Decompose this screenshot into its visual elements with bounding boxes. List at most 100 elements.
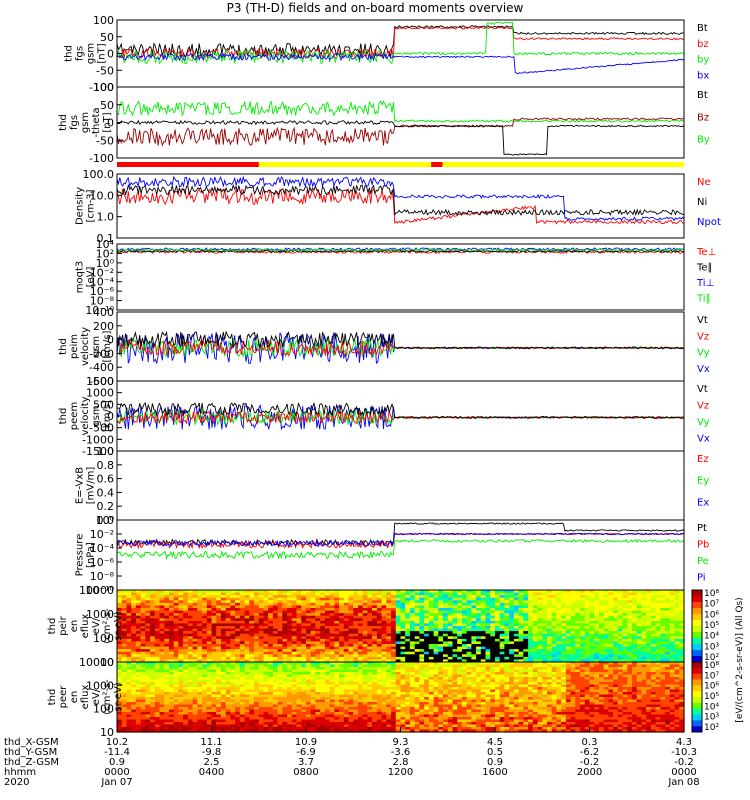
spectrogram-cell bbox=[131, 649, 137, 653]
spectrogram-cell bbox=[391, 620, 397, 625]
spectrogram-cell bbox=[674, 646, 680, 650]
spectrogram-cell bbox=[409, 654, 416, 658]
spectrogram-cell bbox=[187, 654, 194, 658]
spectrogram-cell bbox=[343, 646, 350, 650]
spectrogram-cell bbox=[353, 677, 359, 681]
spectrogram-cell bbox=[169, 687, 175, 691]
spectrogram-cell bbox=[206, 600, 213, 604]
spectrogram-cell bbox=[608, 602, 614, 607]
spectrogram-cell bbox=[268, 722, 274, 726]
spectrogram-cell bbox=[140, 672, 146, 676]
spectrogram-cell bbox=[353, 697, 359, 701]
spectrogram-cell bbox=[117, 605, 123, 609]
spectrogram-cell bbox=[362, 602, 368, 607]
spectrogram-cell bbox=[216, 638, 222, 643]
spectrogram-cell bbox=[206, 702, 213, 706]
spectrogram-cell bbox=[419, 613, 425, 617]
spectrogram-cell bbox=[230, 651, 236, 655]
spectrogram-cell bbox=[339, 597, 345, 601]
spectrogram-cell bbox=[183, 610, 189, 614]
spectrogram-cell bbox=[230, 669, 236, 673]
spectrogram-cell bbox=[131, 651, 137, 655]
spectrogram-cell bbox=[206, 722, 213, 726]
spectrogram-cell bbox=[173, 682, 179, 686]
spectrogram-cell bbox=[409, 613, 416, 617]
spectrogram-cell bbox=[239, 656, 246, 661]
spectrogram-cell bbox=[471, 633, 477, 637]
spectrogram-cell bbox=[268, 664, 274, 668]
spectrogram-cell bbox=[660, 597, 666, 601]
spectrogram-cell bbox=[249, 722, 255, 726]
spectrogram-cell bbox=[320, 684, 326, 688]
spectrogram-cell bbox=[348, 626, 354, 630]
spectrogram-cell bbox=[164, 623, 170, 627]
spectrogram-cell bbox=[320, 704, 326, 708]
spectrogram-cell bbox=[206, 646, 213, 650]
spectrogram-cell bbox=[254, 651, 260, 655]
spectrogram-cell bbox=[244, 641, 250, 645]
spectrogram-cell bbox=[471, 631, 477, 635]
spectrogram-cell bbox=[315, 590, 321, 594]
spectrogram-cell bbox=[178, 646, 184, 650]
spectrogram-cell bbox=[632, 597, 638, 601]
spectrogram-cell bbox=[272, 626, 279, 630]
spectrogram-cell bbox=[306, 610, 312, 614]
spectrogram-cell bbox=[135, 631, 142, 635]
spectrogram-cell bbox=[457, 654, 463, 658]
spectrogram-cell bbox=[291, 712, 298, 716]
spectrogram-cell bbox=[466, 610, 472, 614]
spectrogram-cell bbox=[159, 608, 165, 612]
spectrogram-cell bbox=[272, 641, 279, 645]
spectrogram-cell bbox=[405, 654, 411, 658]
y-tick-label: 100 bbox=[93, 632, 114, 645]
spectrogram-cell bbox=[145, 608, 151, 612]
spectrogram-cell bbox=[272, 709, 279, 713]
spectrogram-cell bbox=[669, 626, 676, 630]
spectrogram-cell bbox=[268, 656, 274, 661]
spectrogram-cell bbox=[509, 615, 515, 619]
spectrogram-cell bbox=[513, 605, 520, 609]
spectrogram-cell bbox=[183, 595, 189, 599]
spectrogram-cell bbox=[348, 620, 354, 625]
spectrogram-cell bbox=[145, 592, 151, 596]
spectrogram-cell bbox=[126, 687, 132, 691]
spectrogram-cell bbox=[447, 623, 454, 627]
spectrogram-cell bbox=[315, 610, 321, 614]
spectrogram-cell bbox=[480, 623, 487, 627]
spectrogram-cell bbox=[329, 597, 335, 601]
spectrogram-cell bbox=[348, 719, 354, 723]
spectrogram-cell bbox=[636, 646, 643, 650]
spectrogram-cell bbox=[178, 592, 184, 596]
spectrogram-cell bbox=[301, 659, 307, 663]
spectrogram-cell bbox=[235, 659, 241, 663]
spectrogram-cell bbox=[556, 636, 562, 640]
spectrogram-cell bbox=[551, 651, 557, 655]
series-npot bbox=[116, 175, 685, 222]
spectrogram-cell bbox=[310, 605, 316, 609]
spectrogram-cell bbox=[348, 704, 354, 708]
spectrogram-cell bbox=[537, 597, 543, 601]
spectrogram-cell bbox=[173, 597, 179, 601]
spectrogram-cell bbox=[150, 707, 156, 711]
spectrogram-cell bbox=[178, 623, 184, 627]
spectrogram-cell bbox=[239, 714, 246, 718]
spectrogram-cell bbox=[131, 613, 137, 617]
y-axis-label: [km/s] bbox=[102, 400, 113, 432]
spectrogram-cell bbox=[150, 602, 156, 607]
spectrogram-cell bbox=[183, 654, 189, 658]
spectrogram-cell bbox=[419, 608, 425, 612]
spectrogram-cell bbox=[405, 602, 411, 607]
spectrogram-cell bbox=[632, 590, 638, 594]
spectrogram-cell bbox=[164, 687, 170, 691]
spectrogram-cell bbox=[140, 590, 146, 594]
spectrogram-cell bbox=[400, 626, 406, 630]
spectrogram-cell bbox=[202, 684, 208, 688]
spectrogram-cell bbox=[150, 620, 156, 625]
spectrogram-cell bbox=[641, 646, 647, 650]
spectrogram-cell bbox=[211, 600, 217, 604]
spectrogram-cell bbox=[599, 602, 605, 607]
spectrogram-cell bbox=[197, 602, 203, 607]
spectrogram-cell bbox=[244, 651, 250, 655]
spectrogram-cell bbox=[660, 641, 666, 645]
spectrogram-cell bbox=[131, 692, 137, 696]
